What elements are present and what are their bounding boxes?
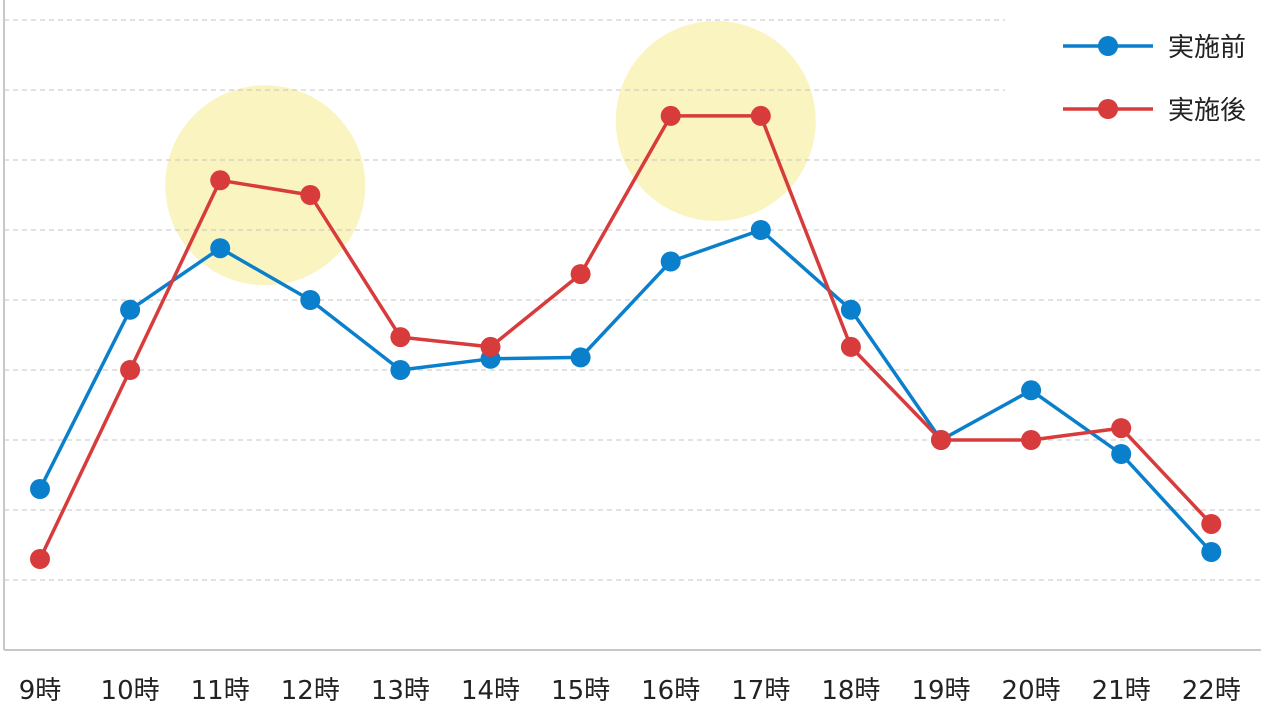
data-point (390, 360, 411, 380)
data-point (1021, 380, 1042, 401)
highlight-circle (615, 20, 816, 221)
data-point (750, 220, 771, 240)
data-point (300, 290, 321, 310)
data-point (1111, 418, 1132, 439)
data-point (1021, 430, 1042, 450)
x-tick-label: 21時 (1092, 676, 1151, 706)
data-point (840, 336, 861, 357)
x-tick-label: 12時 (281, 676, 340, 706)
data-point (660, 251, 681, 272)
x-tick-label: 11時 (191, 676, 250, 706)
highlight-circles (165, 20, 816, 286)
data-point (210, 170, 231, 191)
data-point (660, 105, 681, 126)
data-point (480, 336, 501, 357)
data-point (570, 347, 591, 368)
legend-label: 実施前 (1168, 33, 1246, 63)
series-line (38, 228, 1213, 554)
x-tick-labels: 9時 10時 11時 12時 13時 14時 15時 16時 17時 18時 19時 20時 21時 22… (19, 676, 1241, 706)
data-point (300, 185, 321, 205)
data-point (1201, 542, 1222, 562)
x-tick-label: 9時 (19, 676, 62, 706)
data-point (30, 479, 50, 499)
x-tick-label: 19時 (911, 676, 970, 706)
legend-marker (1098, 36, 1118, 56)
data-point (120, 299, 141, 320)
series-line (38, 114, 1213, 560)
series-group (30, 105, 1222, 569)
legend-marker (1098, 99, 1118, 119)
x-tick-label: 16時 (641, 676, 700, 706)
data-point (30, 549, 50, 569)
data-point (931, 430, 951, 450)
data-point (210, 238, 231, 259)
x-tick-label: 14時 (461, 676, 520, 706)
x-tick-label: 10時 (101, 676, 160, 706)
data-point (1111, 444, 1132, 464)
x-tick-label: 17時 (731, 676, 790, 706)
x-tick-label: 18時 (821, 676, 880, 706)
data-point (750, 105, 771, 126)
x-tick-label: 22時 (1182, 676, 1241, 706)
legend-label: 実施後 (1168, 96, 1246, 126)
data-point (120, 360, 141, 380)
data-point (390, 327, 411, 348)
data-point (1201, 514, 1222, 534)
highlight-circle (165, 85, 366, 286)
gridlines (4, 19, 1261, 581)
x-tick-label: 13時 (371, 676, 430, 706)
data-point (840, 299, 861, 320)
x-tick-label: 15時 (551, 676, 610, 706)
data-point (570, 264, 591, 285)
x-tick-label: 20時 (1002, 676, 1061, 706)
